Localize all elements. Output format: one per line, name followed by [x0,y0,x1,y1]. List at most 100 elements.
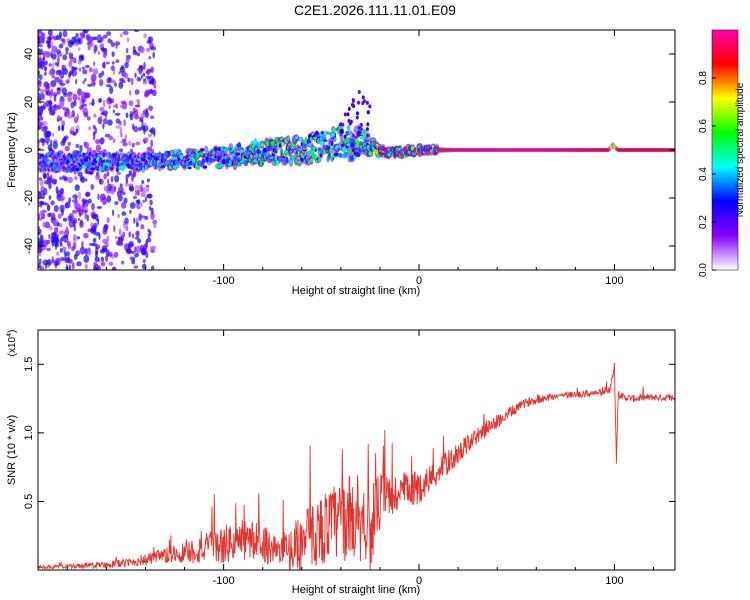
spectrogram-cell [141,180,145,184]
spectrogram-cell [51,62,55,70]
spectrogram-cell [93,61,96,66]
spectrogram-cell [361,95,365,100]
spectrogram-cell [316,136,320,139]
spectrogram-cell [331,132,335,137]
spectrogram-cell [93,44,98,52]
spectrogram-cell [357,100,360,105]
spectrogram-cell [50,80,57,88]
spectrogram-cell [135,230,140,238]
spectrogram-cell [110,176,114,183]
colorbar-tick-label: 0.2 [698,215,709,229]
spectrogram-cell [140,202,143,207]
spectrogram-cell [47,179,51,186]
spectrogram-cell [280,149,283,154]
spectrogram-cell [121,211,127,216]
spectrogram-cell [59,204,65,213]
spectrogram-cell [139,186,144,192]
spectrogram-cell [148,56,152,60]
spectrogram-cell [260,142,264,147]
spectrogram-cell [114,82,117,87]
spectrogram-cell [274,156,278,161]
spectrogram-cell [97,218,100,226]
spectrogram-cell [125,223,128,230]
spectrogram-cell [132,107,136,115]
spectrogram-cell [82,165,87,169]
spectrogram-cell [147,193,153,199]
spectrogram-cell [140,215,146,219]
spectrogram-cell [102,229,108,235]
spectrogram-cell [85,93,90,98]
spectrogram-cell [136,222,139,228]
spectrogram-cell [96,34,102,42]
spectrogram-cell [118,148,124,153]
spectrogram-cell [38,217,43,221]
spectrogram-cell [105,255,109,262]
spectrogram-cell [327,154,331,157]
spectrogram-cell [333,137,336,141]
spectrogram-cell [112,138,116,143]
spectrogram-cell [84,78,87,82]
spectrogram-cell [53,205,59,212]
spectrogram-cell [144,196,147,202]
spectrogram-cell [346,112,350,117]
spectrogram-cell [149,205,152,211]
spectrogram-cell [58,31,63,39]
spectrogram-cell [95,174,101,181]
spectrogram-cell [97,50,100,55]
spectrogram-cell [75,128,78,134]
spectrogram-cell [321,134,327,138]
spectrogram-cell [358,126,361,130]
spectrogram-cell [93,36,98,41]
spectrogram-cell [99,78,104,87]
spectrogram-cell [134,236,140,240]
spectrogram-cell [147,133,152,137]
spectrogram-cell [86,249,92,256]
spectrogram-cell [106,31,112,36]
colorbar-tick-label: 0.0 [698,263,709,277]
spectrogram-cell [38,74,43,80]
spectrogram-cell [83,232,89,239]
spectrogram-cell [39,210,43,215]
spectrogram-ytick-label: 40 [23,48,35,60]
spectrogram-cell [145,252,149,259]
spectrogram-cell [62,175,66,180]
spectrogram-cell [99,137,105,145]
spectrogram-cell [43,125,46,132]
spectrogram-cell [71,262,75,270]
spectrogram-xlabel: Height of straight line (km) [292,285,420,297]
spectrogram-cell [91,202,95,211]
spectrogram-cell [127,141,132,146]
snr-frame [37,329,676,571]
spectrogram-cell [56,87,61,91]
spectrogram-cell [65,79,70,84]
spectrogram-cell [131,233,135,239]
spectrogram-cell [119,127,123,135]
spectrogram-cell [59,248,64,253]
spectrogram-cell [62,30,68,38]
spectrogram-cell [78,191,82,200]
spectrogram-xtick-label: 0 [416,275,422,287]
spectrogram-cell [323,139,328,142]
spectrogram-cell [76,236,81,240]
spectrogram-cell [54,76,60,83]
snr-xtick-label: 0 [416,575,422,587]
spectrogram-cell [61,124,65,132]
spectrogram-cell [43,66,48,71]
spectrogram-cell [46,247,51,251]
spectrogram-cell [153,84,157,89]
spectrogram-cell [58,43,64,49]
spectrogram-cell [47,213,51,218]
spectrogram-cell [133,217,136,224]
spectrogram-cell [145,47,151,52]
spectrogram-cell [108,105,111,109]
spectrogram-cell [98,73,103,79]
spectrogram-cell [128,101,134,107]
spectrogram-cell [129,209,132,214]
spectrogram-cell [79,98,82,106]
spectrogram-cell [120,100,127,105]
spectrogram-cell [346,125,351,131]
spectrogram-cell [57,213,62,219]
spectrogram-cell [109,261,113,266]
spectrogram-cell [56,49,61,54]
spectrogram-cell [127,77,131,83]
